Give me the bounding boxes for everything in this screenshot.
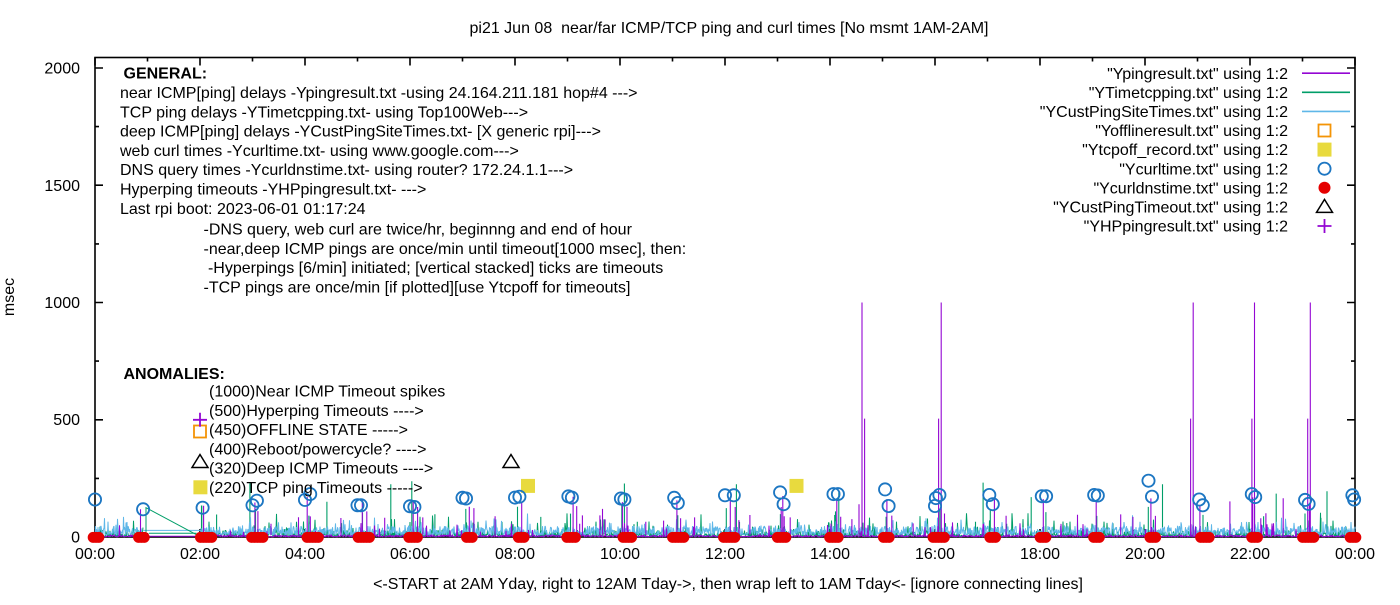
svg-text:00:00: 00:00 xyxy=(75,546,115,563)
svg-text:04:00: 04:00 xyxy=(285,546,325,563)
svg-text:"Ycurldnstime.txt" using 1:2: "Ycurldnstime.txt" using 1:2 xyxy=(1093,180,1288,197)
svg-text:-TCP pings are once/min [if pl: -TCP pings are once/min [if plotted][use… xyxy=(204,280,631,297)
svg-text:-near,deep ICMP pings are once: -near,deep ICMP pings are once/min until… xyxy=(204,241,687,258)
svg-text:2000: 2000 xyxy=(44,61,80,78)
svg-text:(220)TCP ping Timeouts ----->: (220)TCP ping Timeouts -----> xyxy=(209,480,423,497)
svg-text:Hyperping timeouts -YHPpingres: Hyperping timeouts -YHPpingresult.txt- -… xyxy=(120,182,426,199)
svg-text:0: 0 xyxy=(71,530,80,547)
svg-text:"Ytcpoff_record.txt" using 1:2: "Ytcpoff_record.txt" using 1:2 xyxy=(1082,142,1288,159)
svg-text:ANOMALIES:: ANOMALIES: xyxy=(124,366,225,383)
svg-text:06:00: 06:00 xyxy=(390,546,430,563)
svg-text:(400)Reboot/powercycle? ---->: (400)Reboot/powercycle? ----> xyxy=(209,441,426,458)
svg-text:08:00: 08:00 xyxy=(495,546,535,563)
svg-text:"YCustPingSiteTimes.txt" using: "YCustPingSiteTimes.txt" using 1:2 xyxy=(1040,104,1288,121)
svg-text:"YHPpingresult.txt" using 1:2: "YHPpingresult.txt" using 1:2 xyxy=(1084,219,1288,236)
svg-text:00:00: 00:00 xyxy=(1335,546,1375,563)
svg-text:-DNS query, web curl are twice: -DNS query, web curl are twice/hr, begin… xyxy=(204,222,633,239)
svg-text:(450)OFFLINE STATE ----->: (450)OFFLINE STATE -----> xyxy=(209,422,408,439)
svg-text:(500)Hyperping Timeouts ---->: (500)Hyperping Timeouts ----> xyxy=(209,403,424,420)
svg-text:"Ycurltime.txt" using 1:2: "Ycurltime.txt" using 1:2 xyxy=(1119,161,1288,178)
svg-text:12:00: 12:00 xyxy=(705,546,745,563)
svg-text:web curl times -Ycurltime.txt-: web curl times -Ycurltime.txt- using www… xyxy=(119,143,519,160)
svg-text:(320)Deep ICMP Timeouts ---->: (320)Deep ICMP Timeouts ----> xyxy=(209,461,433,478)
svg-text:near ICMP[ping] delays -Ypingr: near ICMP[ping] delays -Ypingresult.txt … xyxy=(120,85,637,102)
svg-text:02:00: 02:00 xyxy=(180,546,220,563)
svg-text:(1000)Near ICMP Timeout spikes: (1000)Near ICMP Timeout spikes xyxy=(209,384,445,401)
svg-text:18:00: 18:00 xyxy=(1020,546,1060,563)
svg-text:16:00: 16:00 xyxy=(915,546,955,563)
svg-text:Last rpi boot: 2023-06-01 01:1: Last rpi boot: 2023-06-01 01:17:24 xyxy=(120,201,366,218)
svg-text:"Ypingresult.txt" using 1:2: "Ypingresult.txt" using 1:2 xyxy=(1107,66,1288,83)
svg-text:msec: msec xyxy=(1,278,18,316)
svg-text:1500: 1500 xyxy=(44,178,80,195)
svg-text:1000: 1000 xyxy=(44,295,80,312)
svg-text:500: 500 xyxy=(53,412,80,429)
svg-text:DNS query times -Ycurldnstime.: DNS query times -Ycurldnstime.txt- using… xyxy=(120,162,573,179)
svg-text:deep ICMP[ping] delays -YCustP: deep ICMP[ping] delays -YCustPingSiteTim… xyxy=(120,124,601,141)
svg-text:20:00: 20:00 xyxy=(1125,546,1165,563)
svg-text:TCP ping delays -YTimetcpping.: TCP ping delays -YTimetcpping.txt- using… xyxy=(120,104,528,121)
svg-text:22:00: 22:00 xyxy=(1230,546,1270,563)
svg-text:10:00: 10:00 xyxy=(600,546,640,563)
svg-text:"YCustPingTimeout.txt" using 1: "YCustPingTimeout.txt" using 1:2 xyxy=(1053,200,1288,217)
svg-text:<-START at 2AM Yday, right to: <-START at 2AM Yday, right to 12AM Tday-… xyxy=(373,576,1083,593)
svg-text:"Yofflineresult.txt" using 1:2: "Yofflineresult.txt" using 1:2 xyxy=(1095,123,1288,140)
svg-text:"YTimetcpping.txt" using 1:2: "YTimetcpping.txt" using 1:2 xyxy=(1089,85,1288,102)
svg-text:pi21 Jun 08 near/far ICMP/TCP: pi21 Jun 08 near/far ICMP/TCP ping and c… xyxy=(469,20,988,37)
svg-text:14:00: 14:00 xyxy=(810,546,850,563)
svg-text:-Hyperpings [6/min] initiated;: -Hyperpings [6/min] initiated; [vertical… xyxy=(204,260,664,277)
svg-text:GENERAL:: GENERAL: xyxy=(124,66,208,83)
